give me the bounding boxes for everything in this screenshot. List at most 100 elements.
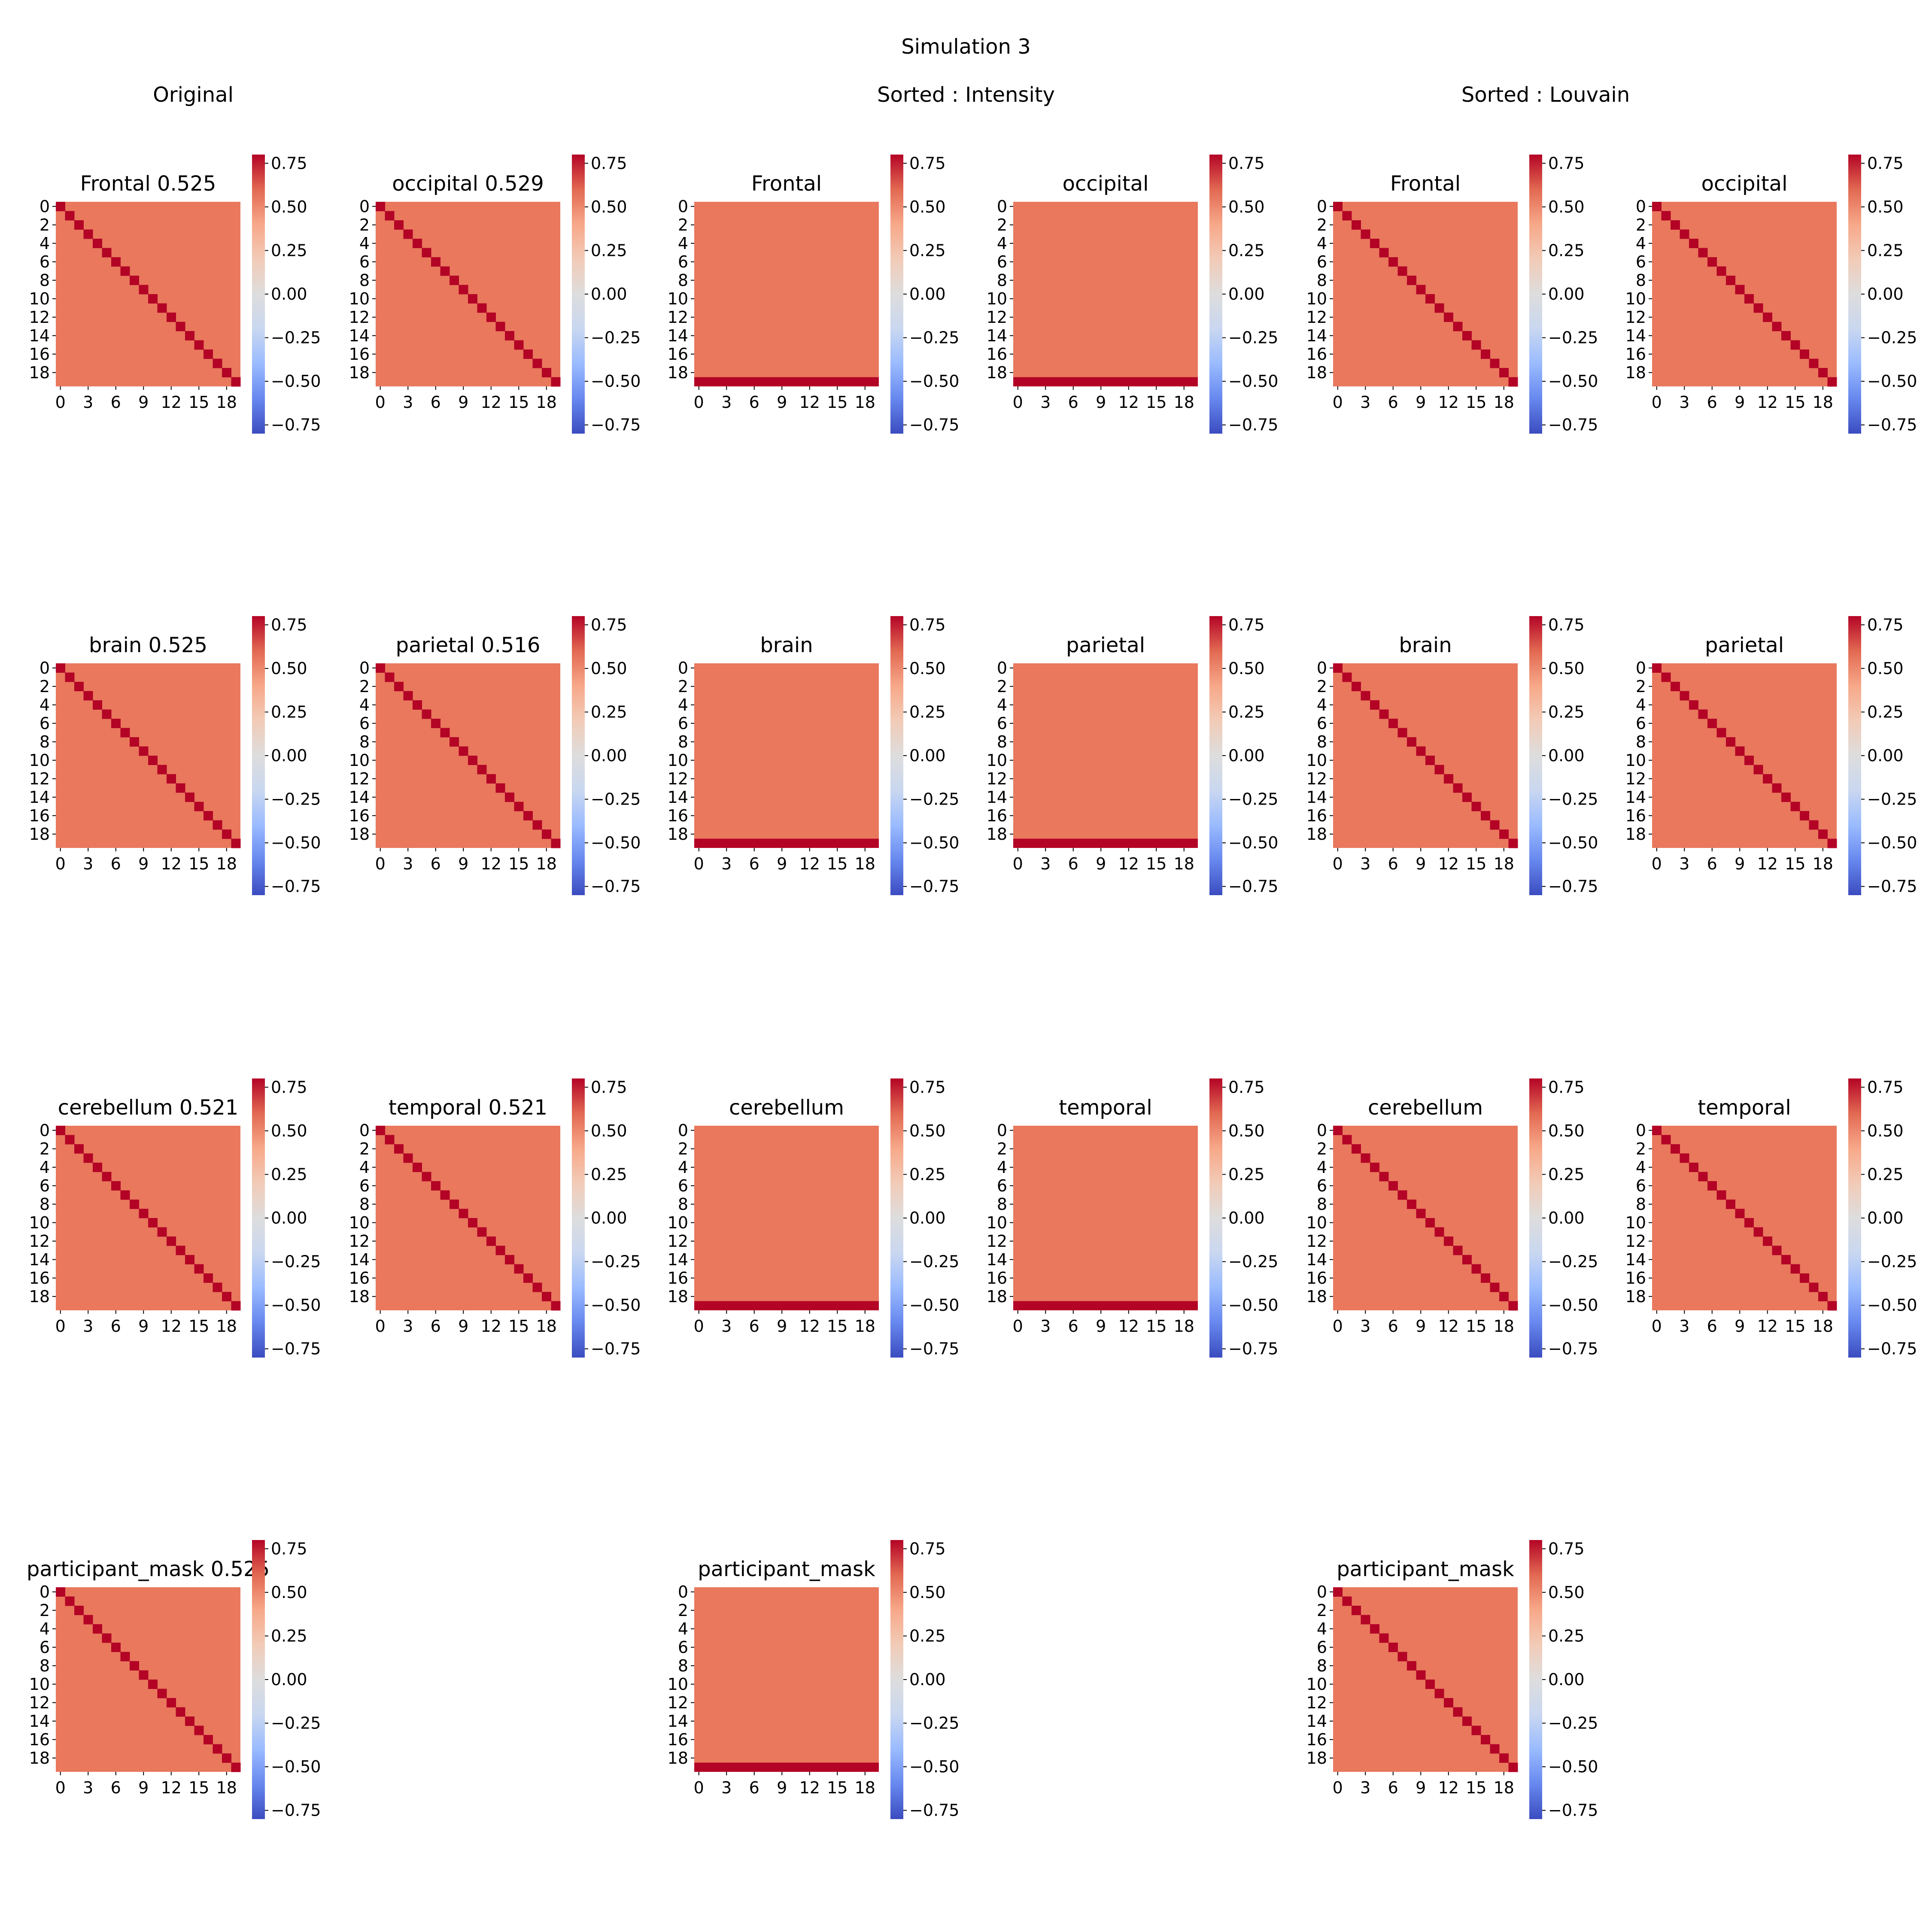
heatmap-cell	[1471, 1725, 1481, 1735]
y-tick-label: 6	[997, 252, 1007, 271]
y-tick-label: 10	[29, 1213, 50, 1232]
colorbar-tick-label: 0.50	[909, 197, 946, 216]
x-tick-label: 18	[216, 1778, 237, 1797]
y-tick-label: 8	[39, 271, 50, 290]
colorbar-tick-label: −0.25	[591, 328, 641, 347]
y-tick-label: 18	[349, 825, 370, 844]
y-tick-label: 2	[997, 1139, 1007, 1158]
heatmap-cell	[1462, 1716, 1472, 1726]
heatmap-cell	[194, 802, 204, 811]
heatmap-cell	[213, 820, 222, 830]
heatmap-cell	[1397, 1652, 1407, 1662]
heatmap-cell	[1680, 229, 1689, 239]
x-tick-label: 18	[216, 1317, 237, 1336]
heatmap-cell	[185, 1255, 194, 1264]
y-tick-label: 10	[1306, 1213, 1327, 1232]
heatmap-cell	[376, 202, 385, 211]
heatmap-cell	[1379, 709, 1389, 719]
heatmap-background	[694, 1126, 879, 1310]
heatmap-cell	[1370, 1163, 1379, 1172]
heatmap-cell	[1763, 1236, 1772, 1246]
panel-title: cerebellum 0.521	[58, 1096, 239, 1120]
colorbar-tick-label: 0.00	[271, 746, 307, 765]
heatmap-cell	[1490, 358, 1500, 368]
x-tick-label: 3	[1679, 854, 1689, 873]
y-tick-label: 14	[987, 788, 1007, 807]
colorbar-tick-label: −0.75	[1228, 416, 1278, 434]
y-tick-label: 2	[39, 216, 50, 234]
heatmap-cell	[65, 672, 75, 682]
heatmap-cell	[167, 774, 176, 784]
heatmap-cell	[213, 358, 222, 368]
panel-title: temporal	[1059, 1096, 1152, 1120]
heatmap-cell	[204, 1735, 213, 1744]
heatmap-cell	[1388, 1181, 1398, 1191]
y-tick-label: 8	[39, 732, 50, 751]
colorbar-tick-label: 0.50	[271, 659, 307, 678]
x-tick-label: 12	[481, 1317, 501, 1336]
y-tick-label: 12	[1625, 1232, 1646, 1251]
x-tick-label: 9	[1416, 1317, 1426, 1336]
colorbar-tick-label: −0.75	[591, 1340, 641, 1358]
colorbar-tick-label: −0.50	[1548, 372, 1598, 391]
heatmap-cell	[1753, 765, 1763, 775]
heatmap-cell	[1361, 691, 1370, 701]
colorbar-tick-label: 0.75	[271, 615, 307, 634]
colorbar-tick-label: 0.75	[909, 615, 946, 634]
x-tick-label: 9	[777, 854, 787, 873]
heatmap-cell-row	[1013, 377, 1198, 386]
colorbar-tick-label: 0.25	[1228, 241, 1265, 260]
y-tick-label: 18	[668, 363, 688, 382]
heatmap-cell	[1462, 331, 1472, 340]
colorbar-tick-label: 0.00	[591, 285, 627, 304]
x-tick-label: 0	[694, 1317, 704, 1336]
x-tick-label: 0	[1013, 393, 1023, 412]
colorbar-tick-label: −0.75	[909, 1340, 959, 1358]
heatmap-cell	[1471, 1264, 1481, 1274]
y-tick-label: 18	[349, 363, 370, 382]
heatmap-cell	[148, 1680, 158, 1689]
heatmap-cell	[1827, 1301, 1837, 1311]
heatmap-cell	[422, 248, 431, 258]
x-tick-label: 12	[799, 1317, 820, 1336]
colorbar	[1848, 155, 1861, 434]
heatmap-cell	[477, 1227, 487, 1237]
y-tick-label: 16	[349, 345, 370, 364]
heatmap-cell	[56, 663, 65, 673]
heatmap-cell	[1397, 266, 1407, 276]
heatmap-cell	[1661, 211, 1671, 221]
x-tick-label: 15	[827, 1778, 848, 1797]
heatmap-cell	[74, 1144, 84, 1154]
heatmap-cell	[1490, 820, 1500, 830]
colorbar-tick-label: 0.75	[909, 154, 946, 173]
y-tick-label: 8	[1636, 271, 1646, 290]
y-tick-label: 8	[997, 271, 1007, 290]
x-tick-label: 6	[749, 1317, 759, 1336]
x-tick-label: 3	[721, 393, 732, 412]
y-tick-label: 6	[678, 252, 688, 271]
x-tick-label: 6	[1388, 854, 1398, 873]
y-tick-label: 6	[997, 714, 1007, 733]
heatmap-cell	[1333, 1587, 1343, 1597]
colorbar-tick-label: 0.00	[591, 1209, 627, 1227]
heatmap-cell-row	[694, 838, 879, 848]
heatmap-cell	[1333, 202, 1343, 211]
colorbar-tick-label: 0.00	[271, 1670, 307, 1689]
x-tick-label: 0	[1333, 393, 1343, 412]
heatmap-background	[1013, 663, 1198, 848]
heatmap-cell	[403, 229, 413, 239]
y-tick-label: 16	[29, 806, 50, 825]
heatmap-cell	[1818, 368, 1828, 377]
heatmap-cell	[1772, 1245, 1782, 1255]
y-tick-label: 4	[39, 1619, 50, 1638]
colorbar-tick-label: 0.50	[1228, 659, 1265, 678]
panel-title: occipital 0.529	[392, 172, 544, 196]
colorbar-tick-label: 0.25	[1867, 1165, 1904, 1184]
heatmap-cell	[486, 313, 496, 322]
x-tick-label: 6	[1068, 393, 1078, 412]
heatmap-cell	[1453, 1707, 1463, 1717]
y-tick-label: 6	[678, 1176, 688, 1195]
y-tick-label: 4	[1636, 696, 1646, 714]
